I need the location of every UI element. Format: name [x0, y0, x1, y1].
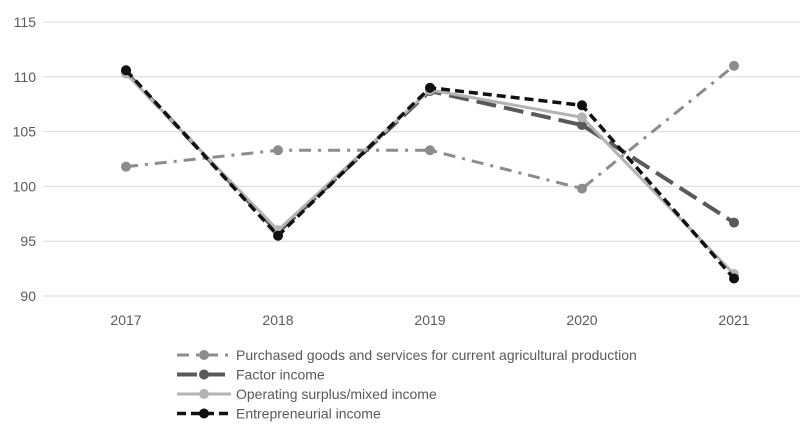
data-point: [273, 230, 283, 241]
legend-item: Factor income: [177, 367, 325, 383]
y-tick-label: 100: [13, 178, 37, 194]
gridlines: [43, 21, 800, 297]
data-point: [577, 112, 587, 123]
y-tick-label: 95: [20, 233, 36, 249]
data-point: [577, 120, 587, 131]
x-tick-label: 2020: [566, 312, 597, 328]
x-tick-label: 2019: [414, 312, 445, 328]
series-line: [124, 69, 736, 280]
x-tick-label: 2021: [718, 312, 749, 328]
y-tick-label: 90: [20, 288, 36, 304]
legend-swatch-marker: [199, 408, 209, 419]
x-tick-label: 2017: [110, 312, 141, 328]
data-point: [577, 183, 587, 194]
series-line: [124, 72, 736, 276]
series-3: [121, 68, 739, 280]
legend-swatch-marker: [199, 350, 209, 360]
legend: Purchased goods and services for current…: [177, 347, 637, 422]
legend-swatch-marker: [199, 369, 209, 380]
legend-label: Entrepreneurial income: [236, 406, 381, 422]
data-point: [729, 273, 739, 284]
legend-item: Operating surplus/mixed income: [177, 386, 437, 402]
legend-label: Operating surplus/mixed income: [236, 386, 437, 402]
series-1: [121, 60, 739, 194]
legend-swatch-marker: [199, 389, 209, 399]
data-point: [577, 100, 587, 111]
y-tick-label: 110: [14, 69, 37, 85]
data-point: [121, 65, 131, 76]
series-line: [125, 64, 735, 191]
legend-item: Purchased goods and services for current…: [177, 347, 637, 363]
x-axis-tick-labels: 2017 2018 2019 2020 2021: [110, 312, 749, 328]
y-tick-label: 105: [13, 124, 37, 140]
data-point: [121, 161, 131, 172]
data-point: [729, 60, 739, 71]
series-lines: [121, 60, 739, 284]
data-point: [729, 217, 739, 228]
legend-label: Factor income: [236, 367, 325, 383]
data-point: [425, 145, 435, 156]
series-4: [121, 65, 739, 284]
data-point: [273, 145, 283, 156]
y-tick-label: 115: [14, 14, 37, 30]
legend-label: Purchased goods and services for current…: [236, 347, 637, 363]
x-tick-label: 2018: [262, 312, 293, 328]
y-axis-tick-labels: 90 95 100 105 110 115: [13, 14, 37, 304]
legend-item: Entrepreneurial income: [177, 406, 381, 422]
data-point: [425, 82, 435, 93]
